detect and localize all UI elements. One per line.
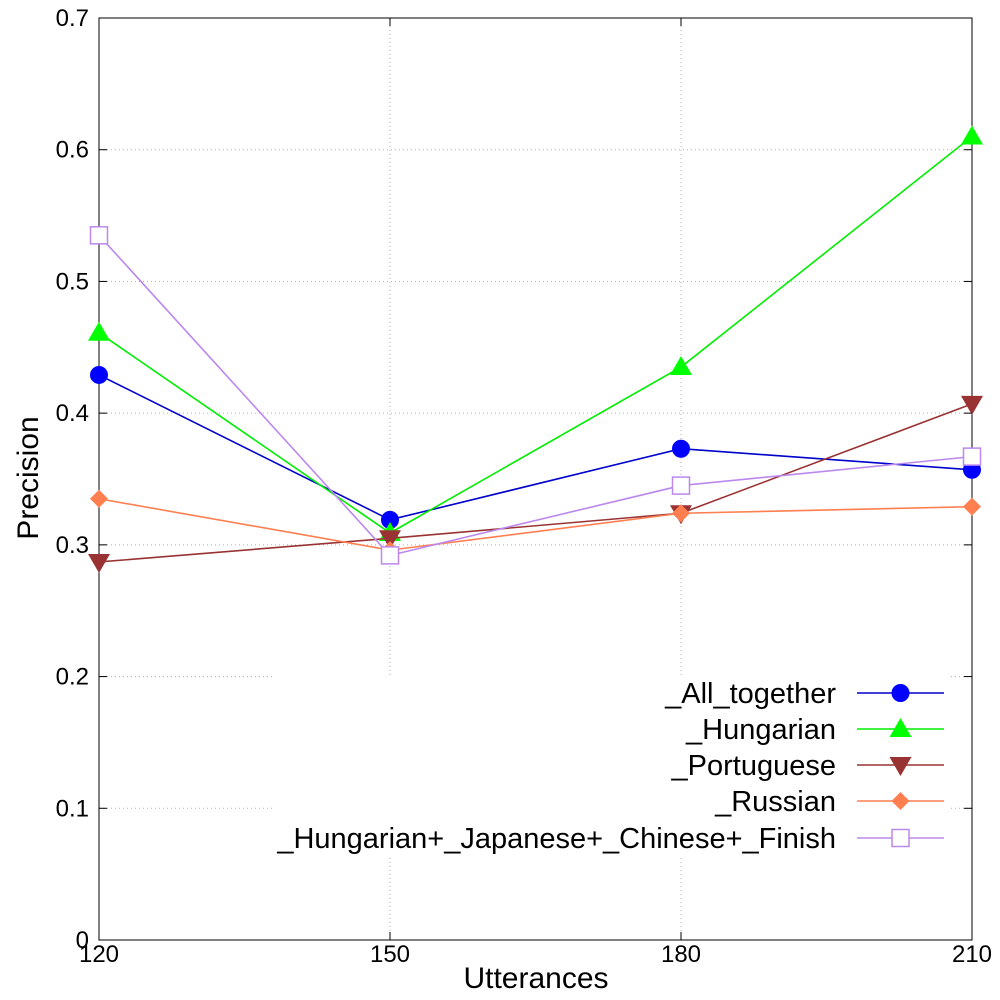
series-line [98,135,973,534]
data-point [90,365,108,384]
data-point [962,447,982,466]
data-point [380,546,400,565]
legend-box [272,676,948,857]
series-line [98,497,973,551]
data-point [670,356,692,376]
x-tick-label: 210 [952,941,992,968]
y-tick-label: 0.5 [56,268,89,295]
data-point [671,476,691,495]
data-point [961,125,983,145]
legend-label: _Hungarian [685,714,836,746]
legend-label: _Hungarian+_Japanese+_Chinese+_Finish [276,823,836,855]
y-tick-label: 0.4 [56,400,89,427]
legend-marker [891,684,910,702]
legend-marker [891,792,910,810]
legend-label: _Portuguese [671,750,836,782]
y-tick-label: 0.2 [56,664,89,691]
data-point [89,226,109,245]
plot-frame [98,17,973,941]
legend-item: _Portuguese [671,750,944,782]
x-tick-label: 180 [661,941,701,968]
x-tick-label: 150 [370,941,410,968]
x-tick-labels: 120 150 180 210 [79,18,992,968]
y-tick-labels: 0 0.1 0.2 0.3 0.4 0.5 0.6 0.7 [56,5,972,954]
legend-marker [891,828,910,848]
series-layer [88,125,983,573]
legend-label: _All_together [664,678,836,710]
legend-item: _Hungarian [685,714,944,746]
legend-label: _Russian [714,786,836,818]
x-tick-label: 120 [79,941,119,968]
series-line [98,403,973,563]
legend-background [272,676,948,857]
y-tick-label: 0.3 [56,532,89,559]
data-point [90,489,108,508]
y-tick-label: 0 [76,927,89,954]
series--hungarian-japanese-chinese-finish [89,226,982,565]
legend-item: _Russian [714,786,944,818]
y-tick-label: 0.6 [56,137,89,164]
legend: _All_together _Hungarian _Portuguese _Russi… [276,678,944,855]
series-line [98,234,973,557]
legend-item: _Hungarian+_Japanese+_Chinese+_Finish [276,823,944,855]
y-tick-label: 0.1 [56,795,89,822]
x-axis-title: Utterances [463,962,608,995]
data-point [88,553,110,573]
data-point [963,497,981,516]
y-axis-title: Precision [12,416,45,539]
data-point [961,395,983,415]
legend-marker [889,757,912,776]
data-point [88,321,110,341]
legend-item: _All_together [664,678,944,710]
legend-marker [889,718,912,737]
data-point [672,439,690,458]
y-tick-label: 0.7 [56,5,89,32]
data-point [379,530,401,550]
data-point [672,504,690,523]
